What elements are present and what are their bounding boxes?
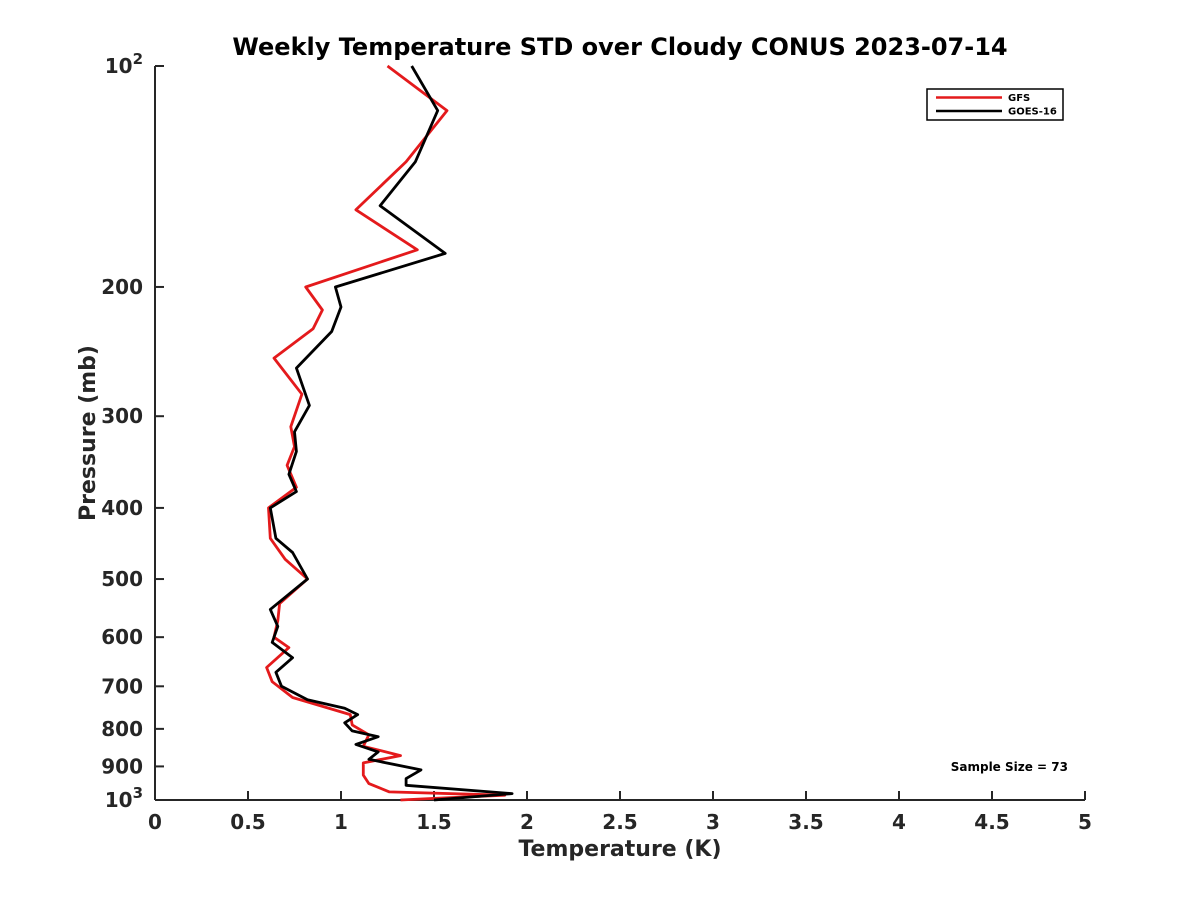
y-tick-label: 103 xyxy=(105,784,143,812)
x-tick-label: 1 xyxy=(334,810,348,834)
x-tick-label: 2.5 xyxy=(602,810,637,834)
x-tick-label: 1.5 xyxy=(416,810,451,834)
sample-size-annotation: Sample Size = 73 xyxy=(951,760,1068,774)
x-tick-label: 5 xyxy=(1078,810,1092,834)
series-line-goes16 xyxy=(268,65,514,802)
x-axis-label: Temperature (K) xyxy=(518,837,721,862)
y-tick-exponent: 2 xyxy=(133,50,143,68)
series-layer xyxy=(265,64,514,802)
x-tick-label: 4.5 xyxy=(974,810,1009,834)
x-tick-label: 0.5 xyxy=(230,810,265,834)
y-tick-label: 700 xyxy=(101,674,143,698)
x-tick-label: 0 xyxy=(148,810,162,834)
y-tick-label: 900 xyxy=(101,754,143,778)
legend-label-gfs: GFS xyxy=(1008,93,1030,104)
y-tick-label: 500 xyxy=(101,567,143,591)
y-tick-label: 800 xyxy=(101,717,143,741)
y-tick-exponent: 3 xyxy=(133,784,143,802)
x-tick-label: 2 xyxy=(520,810,534,834)
legend: GFS GOES-16 xyxy=(926,88,1064,121)
legend-box xyxy=(926,88,1064,121)
y-tick-label: 400 xyxy=(101,496,143,520)
y-axis-label: Pressure (mb) xyxy=(76,345,101,521)
y-tick-label: 600 xyxy=(101,625,143,649)
legend-label-goes16: GOES-16 xyxy=(1008,107,1057,118)
x-tick-label: 4 xyxy=(892,810,906,834)
chart-title: Weekly Temperature STD over Cloudy CONUS… xyxy=(232,33,1007,61)
y-tick-label: 102 xyxy=(105,50,143,78)
y-tick-label: 300 xyxy=(101,404,143,428)
y-axis-ticks: 102 200 300 400 500 600 700 800 900 103 xyxy=(101,50,164,812)
x-axis-ticks: 0 0.5 1 1.5 2 2.5 3 3.5 4 4.5 5 xyxy=(148,791,1092,834)
y-tick-label: 200 xyxy=(101,275,143,299)
x-tick-label: 3 xyxy=(706,810,720,834)
x-tick-label: 3.5 xyxy=(788,810,823,834)
